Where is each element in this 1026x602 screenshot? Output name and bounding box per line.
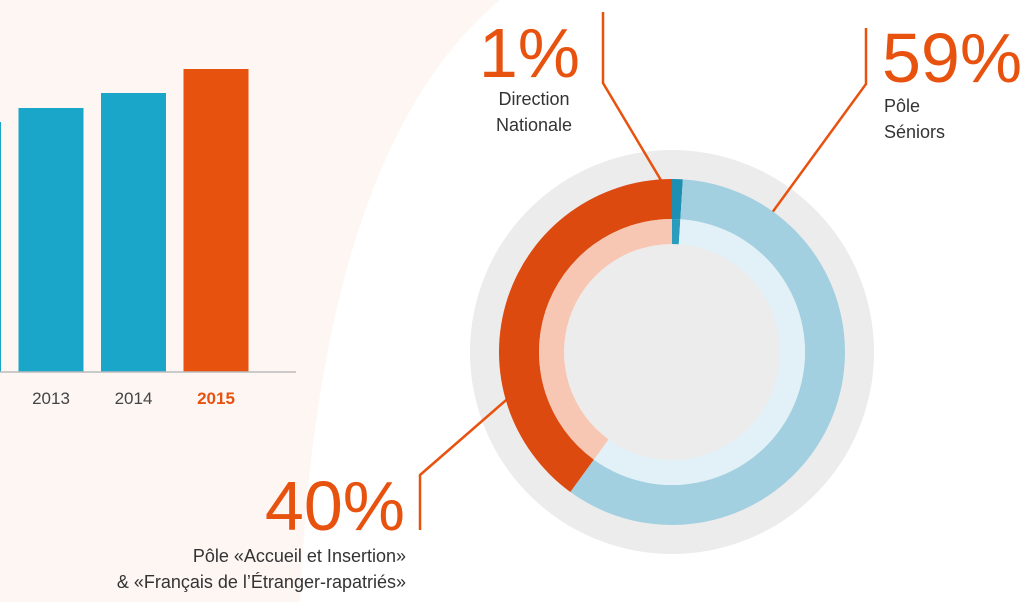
- donut-slice: [570, 179, 846, 525]
- leader-line: [601, 12, 670, 193]
- value-label: 1%: [479, 14, 580, 92]
- value-label: 40%: [265, 467, 405, 545]
- x-tick-label: 2013: [32, 389, 70, 408]
- value-label: 59%: [882, 19, 1022, 97]
- bar: [18, 108, 84, 372]
- donut-slice: [499, 179, 672, 492]
- slice-label: & «Français de l’Étranger-rapatriés»: [117, 572, 406, 592]
- leader-line: [418, 387, 521, 530]
- slice-label: Nationale: [496, 115, 572, 135]
- slice-label: Direction: [498, 89, 569, 109]
- donut-slice-inner: [539, 219, 672, 460]
- slice-label: Séniors: [884, 122, 945, 142]
- donut-slice-inner: [593, 219, 806, 485]
- x-tick-label: 2014: [115, 389, 153, 408]
- slice-label: Pôle «Accueil et Insertion»: [193, 546, 406, 566]
- slice-label: Pôle: [884, 96, 920, 116]
- donut-slice-inner: [672, 219, 681, 245]
- bar: [0, 122, 1, 372]
- donut-slice: [672, 179, 683, 220]
- bar: [101, 93, 166, 372]
- leader-line: [756, 28, 868, 233]
- bar: [183, 69, 249, 372]
- x-tick-label: 2015: [197, 389, 235, 408]
